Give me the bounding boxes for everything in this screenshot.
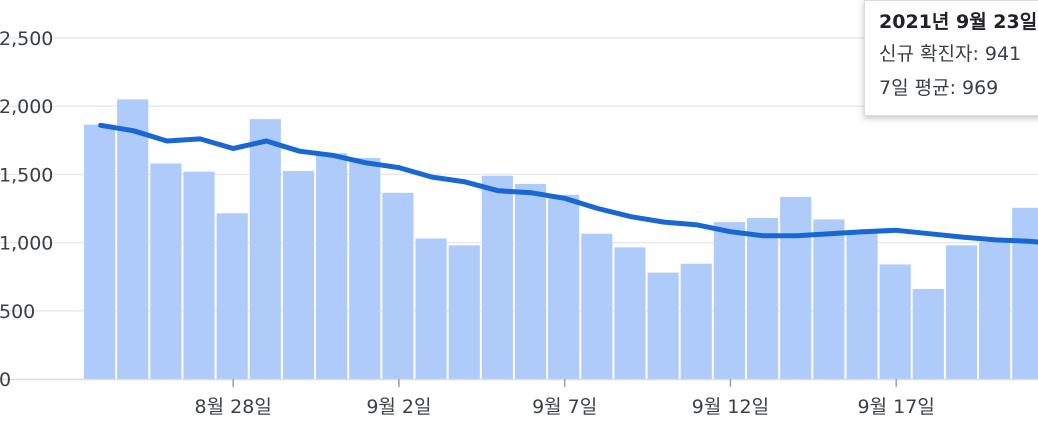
bar bbox=[1012, 207, 1038, 379]
tooltip-7day-average: 7일 평균: 969 bbox=[879, 77, 999, 99]
bar bbox=[846, 231, 878, 379]
y-axis-tick-labels: 0 500 1,000 1,500 2,000 2,500 bbox=[0, 28, 53, 391]
bar bbox=[912, 288, 944, 379]
tooltip-new-cases: 신규 확진자: 941 bbox=[879, 43, 1022, 65]
bar bbox=[979, 241, 1011, 379]
bar bbox=[415, 238, 447, 379]
average-line bbox=[98, 122, 1038, 245]
bar bbox=[382, 192, 414, 379]
y-tick-label: 2,000 bbox=[0, 96, 53, 118]
bar bbox=[183, 171, 215, 379]
average-line-series bbox=[98, 122, 1038, 245]
bar bbox=[680, 263, 712, 379]
bar bbox=[747, 218, 779, 379]
y-tick-label: 500 bbox=[0, 301, 35, 323]
x-tick-label: 9월 2일 bbox=[366, 396, 431, 418]
x-tick-label: 9월 12일 bbox=[692, 396, 769, 418]
bar bbox=[514, 183, 547, 379]
bar bbox=[481, 175, 513, 379]
hover-tooltip: 2021년 9월 23일 신규 확진자: 941 7일 평균: 969 bbox=[864, 0, 1038, 116]
y-tick-label: 2,500 bbox=[0, 28, 53, 50]
bar bbox=[945, 245, 978, 379]
bar bbox=[150, 163, 182, 379]
bar bbox=[713, 222, 745, 379]
x-tick-label: 8월 28일 bbox=[195, 396, 272, 418]
y-tick-label: 1,500 bbox=[0, 164, 53, 186]
bar bbox=[879, 264, 911, 379]
tooltip-date: 2021년 9월 23일 bbox=[879, 11, 1038, 33]
bar bbox=[647, 272, 679, 379]
x-tick-label: 9월 7일 bbox=[532, 396, 597, 418]
bar-series bbox=[84, 99, 1038, 380]
bar bbox=[614, 247, 646, 379]
y-tick-label: 0 bbox=[0, 369, 11, 391]
bar bbox=[249, 119, 281, 380]
bar bbox=[216, 213, 248, 379]
bar bbox=[448, 245, 480, 379]
bar bbox=[282, 170, 315, 379]
bar bbox=[349, 158, 381, 379]
bar bbox=[813, 219, 845, 379]
bar bbox=[84, 124, 116, 379]
x-tick-label: 9월 17일 bbox=[858, 396, 935, 418]
bar bbox=[581, 233, 613, 379]
y-tick-label: 1,000 bbox=[0, 233, 53, 255]
bar bbox=[117, 99, 149, 379]
bar bbox=[780, 196, 812, 379]
bar bbox=[316, 153, 348, 379]
bar bbox=[548, 194, 580, 379]
